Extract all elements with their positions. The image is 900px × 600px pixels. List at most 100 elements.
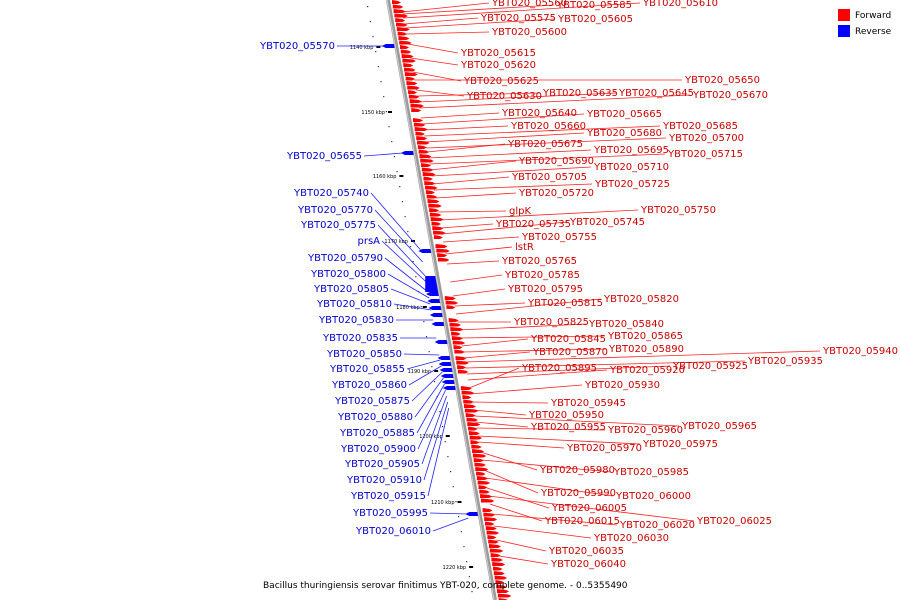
forward-gene (453, 345, 463, 349)
ruler-dot (377, 66, 379, 68)
forward-gene-label: YBT020_05795 (507, 284, 583, 295)
genome-caption: Bacillus thuringiensis serovar finitimus… (263, 581, 628, 591)
forward-gene (419, 154, 432, 158)
forward-gene-label: YBT020_05925 (672, 361, 748, 372)
reverse-leader-line (421, 395, 447, 465)
forward-leader-line (435, 192, 517, 199)
forward-leader-line (488, 495, 695, 522)
forward-gene (405, 76, 416, 81)
ruler-dot (433, 381, 436, 383)
forward-gene (450, 327, 464, 331)
forward-gene-label: YBT020_05700 (668, 133, 744, 144)
forward-gene-label: YBT020_05955 (530, 422, 606, 433)
reverse-gene (441, 380, 456, 384)
forward-leader-line (460, 335, 606, 339)
forward-gene (454, 349, 465, 354)
reverse-gene-label: YBT020_05770 (297, 205, 373, 216)
forward-gene-label: YBT020_05735 (495, 219, 571, 230)
forward-gene-label: YBT020_05865 (607, 331, 683, 342)
forward-gene-label: YBT020_05840 (588, 319, 664, 330)
forward-gene-label: YBT020_05895 (521, 363, 597, 374)
reverse-gene-label: YBT020_05910 (346, 475, 422, 486)
forward-gene (431, 221, 442, 226)
forward-gene-label: YBT020_05975 (642, 439, 718, 450)
forward-gene-label: YBT020_05985 (613, 467, 689, 478)
forward-gene (451, 331, 461, 336)
forward-gene (436, 248, 450, 253)
forward-leader-line (452, 288, 506, 297)
forward-gene-label: YBT020_05845 (530, 334, 606, 345)
ruler-dot (404, 216, 406, 218)
forward-gene (398, 36, 410, 40)
ruler-dot (471, 591, 473, 593)
forward-gene-label: YBT020_05970 (566, 443, 642, 454)
forward-gene (399, 40, 412, 45)
ruler-dot (466, 561, 468, 563)
forward-gene (416, 136, 428, 140)
ruler-dot (383, 96, 385, 98)
forward-gene-label: YBT020_06000 (615, 491, 691, 502)
forward-leader-line (402, 4, 555, 15)
forward-leader-line (469, 367, 520, 389)
forward-gene (437, 253, 448, 257)
forward-gene (429, 212, 442, 217)
forward-gene-label: YBT020_05710 (593, 162, 669, 173)
forward-leader-line (424, 125, 661, 137)
ruler-dot (407, 231, 409, 233)
forward-gene-label: YBT020_05695 (593, 145, 669, 156)
forward-gene-label: YBT020_05785 (504, 270, 580, 281)
forward-leader-line (477, 435, 641, 445)
forward-gene (445, 300, 459, 305)
forward-leader-line (421, 112, 500, 119)
genome-backbone (386, 0, 497, 600)
reverse-leader-line (408, 365, 442, 386)
forward-gene-label: YBT020_05825 (513, 317, 589, 328)
forward-gene-label: YBT020_05765 (501, 256, 577, 267)
forward-gene-label: YBT020_05815 (527, 298, 603, 309)
ruler-dot (452, 486, 454, 488)
tick-mark (376, 46, 381, 48)
forward-leader-line (475, 421, 529, 428)
genome-backbone-highlight (386, 0, 495, 600)
forward-gene (404, 67, 416, 72)
forward-leader-line (491, 513, 618, 526)
forward-gene (435, 244, 448, 248)
forward-gene (415, 131, 425, 136)
forward-gene-label: YBT020_05725 (594, 179, 670, 190)
forward-leader-line (480, 451, 538, 471)
forward-leader-line (447, 260, 500, 265)
forward-leader-line (406, 31, 490, 35)
ruler-dot (455, 501, 457, 503)
reverse-gene (431, 322, 446, 326)
reverse-gene (427, 299, 442, 303)
reverse-gene-label: YBT020_05810 (316, 299, 392, 310)
tick-label: 1150 kbp (361, 110, 385, 116)
forward-gene (406, 81, 418, 85)
forward-gene-label: YBT020_05635 (542, 88, 618, 99)
forward-gene (428, 203, 442, 208)
forward-gene-label: YBT020_05890 (608, 344, 684, 355)
forward-gene (495, 580, 505, 584)
forward-gene (472, 449, 485, 453)
legend-reverse-swatch (838, 25, 850, 37)
forward-gene (414, 127, 428, 131)
ruler-dot (425, 336, 428, 338)
tick-marks: 1140 kbp 1150 kbp 1160 kbp 1170 kbp 1180 kbp… (350, 45, 474, 571)
reverse-gene-label: prsA (357, 236, 380, 247)
forward-gene-label: YBT020_05705 (511, 172, 587, 183)
forward-gene (392, 0, 401, 4)
ruler-dot (385, 111, 387, 113)
forward-gene-label: YBT020_05870 (532, 347, 608, 358)
forward-gene-label: YBT020_05935 (747, 356, 823, 367)
forward-gene (452, 340, 466, 345)
forward-gene (463, 399, 474, 404)
reverse-leader-line (390, 288, 431, 305)
forward-gene (437, 257, 450, 262)
forward-gene (411, 108, 422, 112)
forward-leader-line (407, 43, 459, 54)
reverse-leader-line (429, 512, 468, 515)
forward-leader-line (493, 525, 592, 539)
forward-gene (466, 417, 478, 422)
forward-gene (420, 158, 434, 163)
forward-gene-label: YBT020_05950 (528, 410, 604, 421)
